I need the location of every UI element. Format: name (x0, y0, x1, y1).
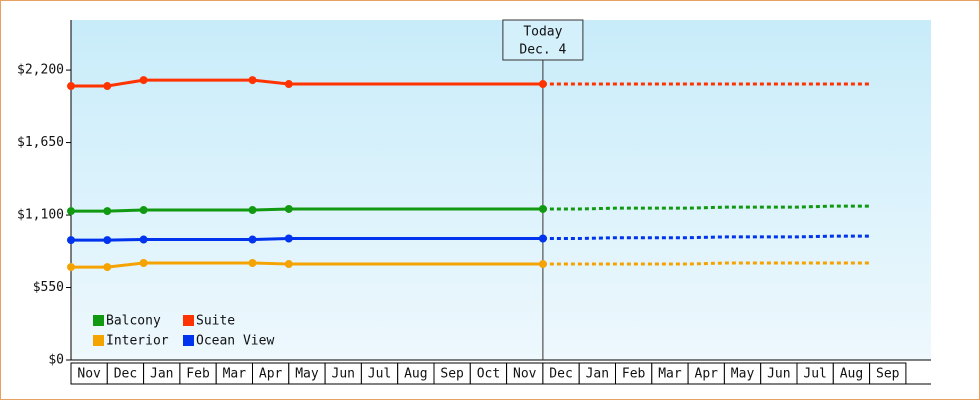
point (103, 82, 112, 91)
x-tick-label: Oct (477, 367, 500, 382)
x-tick-label: Jan (150, 367, 173, 382)
point (538, 204, 547, 213)
forecast-line (542, 261, 870, 266)
point (248, 259, 257, 268)
point (248, 235, 257, 244)
legend-label: Balcony (106, 314, 161, 329)
x-tick-label: Jun (332, 367, 355, 382)
y-tick-label: $2,200 (17, 63, 64, 78)
forecast-line (542, 234, 870, 240)
x-tick-label: Jan (586, 367, 609, 382)
x-tick-label: Jul (368, 367, 391, 382)
x-tick-label: Nov (77, 367, 101, 382)
legend-label: Interior (106, 334, 169, 349)
point (67, 82, 75, 91)
point (67, 236, 75, 245)
point (284, 260, 293, 269)
x-tick-label: Sep (876, 367, 900, 382)
series-line (71, 236, 543, 242)
point (538, 80, 547, 89)
x-tick-label: Nov (513, 367, 537, 382)
x-tick-label: May (731, 367, 755, 382)
legend-swatch (93, 335, 104, 346)
x-tick-label: Dec (549, 367, 572, 382)
today-date: Dec. 4 (519, 43, 566, 58)
legend-swatch (183, 315, 194, 326)
x-tick-label: Dec (114, 367, 137, 382)
x-tick-label: Aug (404, 367, 427, 382)
legend-swatch (93, 315, 104, 326)
series-line (71, 207, 543, 213)
x-tick-label: Mar (223, 367, 247, 382)
x-tick-label: Sep (440, 367, 464, 382)
series-line (71, 78, 543, 88)
point (139, 259, 148, 268)
legend-swatch (183, 335, 194, 346)
series-line (71, 261, 543, 269)
point (103, 263, 112, 272)
x-tick-label: Aug (840, 367, 863, 382)
point (284, 80, 293, 89)
y-tick-label: $1,100 (17, 208, 64, 223)
today-label: Today (523, 25, 562, 40)
x-tick-label: Feb (622, 367, 646, 382)
x-tick-label: May (295, 367, 319, 382)
point (103, 207, 112, 216)
point (139, 235, 148, 244)
point (103, 236, 112, 245)
x-tick-label: Apr (259, 367, 283, 382)
point (67, 263, 75, 272)
point (67, 207, 75, 216)
y-tick-label: $1,650 (17, 135, 64, 150)
point (139, 206, 148, 215)
point (248, 206, 257, 215)
point (284, 204, 293, 213)
point (538, 234, 547, 243)
x-tick-label: Apr (695, 367, 719, 382)
point (139, 76, 148, 85)
y-tick-label: $550 (33, 280, 64, 295)
x-cell (869, 362, 907, 385)
today-box (502, 19, 584, 61)
x-tick-label: Jun (767, 367, 790, 382)
y-tick-label: $0 (48, 353, 64, 368)
point (284, 234, 293, 243)
x-tick-label: Mar (658, 367, 682, 382)
forecast-line (542, 204, 870, 211)
legend-label: Suite (196, 314, 235, 329)
point (248, 76, 257, 85)
legend-label: Ocean View (196, 334, 274, 349)
x-tick-label: Jul (803, 367, 826, 382)
point (538, 260, 547, 269)
x-tick-label: Feb (186, 367, 210, 382)
plot-area (71, 20, 931, 360)
